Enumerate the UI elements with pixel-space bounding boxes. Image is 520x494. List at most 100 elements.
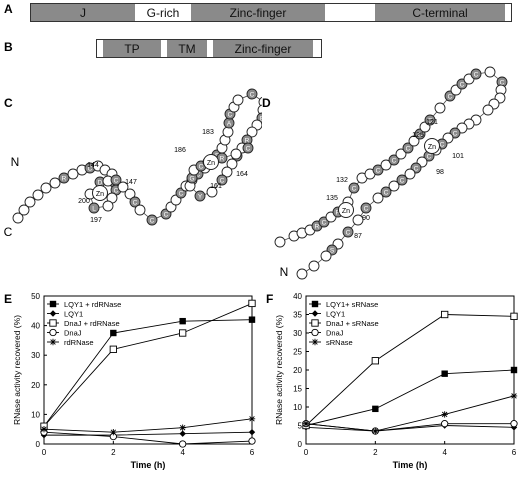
c-bead: [102, 200, 114, 212]
series-4: sRNase: [302, 338, 518, 435]
data-point: [179, 317, 186, 325]
data-point: [179, 329, 187, 337]
c-residue: [58, 172, 70, 184]
c-bead: [32, 189, 44, 201]
d-residue-letter: C: [364, 206, 369, 213]
data-point: [248, 316, 256, 323]
data-point: [441, 370, 448, 377]
data-point: [510, 419, 518, 428]
d-residue-letter: C: [453, 131, 458, 138]
c-bead: [67, 168, 79, 180]
d-residue-letter: C: [474, 72, 479, 79]
domain-c-terminal: C-terminal: [375, 4, 505, 21]
residue-position-d: 87: [354, 233, 362, 240]
data-point: [302, 420, 310, 427]
d-residue: [360, 202, 372, 214]
y-tick-label: 40: [31, 322, 40, 331]
data-point: [311, 338, 319, 346]
d-residue: [348, 182, 360, 194]
c-residue-letter: C: [150, 218, 155, 225]
panel-label-b: B: [4, 40, 13, 54]
data-point: [40, 426, 48, 433]
data-point: [371, 357, 379, 365]
panel-label-e: E: [4, 292, 13, 306]
x-tick-label: 2: [111, 448, 116, 457]
legend-entry: DnaJ + sRNase: [326, 319, 379, 328]
data-point: [372, 427, 379, 435]
legend-entry: DnaJ + rdRNase: [64, 319, 120, 328]
data-point: [179, 430, 186, 437]
panel-label-d: D: [262, 96, 271, 110]
d-residue-letter: C: [352, 186, 357, 193]
c-residue-letter: D: [98, 180, 103, 187]
data-point: [179, 424, 186, 431]
residue-position-c: 164: [236, 171, 248, 178]
d-residue: [388, 154, 400, 166]
c-residue-letter: A: [227, 121, 232, 128]
data-point: [510, 312, 518, 320]
residue-position-d: 90: [362, 215, 370, 222]
c-bead: [134, 204, 146, 216]
data-point: [311, 319, 319, 327]
series-line: [305, 395, 515, 432]
data-point: [49, 328, 57, 337]
c-residue-letter: C: [133, 200, 138, 207]
c-residue-letter: C: [228, 112, 233, 119]
domain-j: J: [31, 4, 135, 21]
residue-position-c: 144: [87, 162, 99, 169]
c-bead: [226, 158, 238, 170]
domain-bar-a: J G-rich Zinc-finger C-terminal: [30, 3, 512, 22]
d-residue-letter: C: [418, 132, 423, 139]
domain-zinc-finger-b: Zinc-finger: [213, 40, 313, 57]
plot-frame: [43, 295, 253, 445]
c-terminus-c: C: [4, 225, 13, 239]
d-residue: [380, 186, 392, 198]
c-bead: [12, 212, 24, 224]
zn-label-d2: Zn: [428, 144, 436, 151]
domain-tm: TM: [167, 40, 207, 57]
d-bead: [352, 214, 364, 226]
c-residue-letter: C: [88, 166, 93, 173]
domain-grich-label: G-rich: [146, 5, 180, 20]
domain-j-label: J: [80, 5, 86, 20]
c-residue: [88, 202, 100, 214]
zn-label-c1: Zn: [96, 191, 104, 198]
panel-label-a: A: [4, 2, 13, 16]
data-point: [248, 437, 256, 445]
c-bead: [246, 126, 258, 138]
zn-atom-d1: [338, 202, 354, 218]
c-residue-letter: G: [189, 176, 194, 183]
data-point: [248, 299, 256, 308]
data-point: [311, 300, 319, 308]
c-bead: [18, 204, 30, 216]
d-bead: [308, 260, 320, 272]
x-tick-label: 6: [512, 448, 517, 457]
d-bead: [484, 66, 496, 78]
y-tick-label: 5: [298, 422, 303, 431]
x-tick-label: 2: [373, 448, 378, 457]
residue-position-d: 98: [436, 169, 444, 176]
residue-position-d: 121: [426, 119, 438, 126]
c-bead: [230, 148, 242, 160]
legend-entry: LQY1 + rdRNase: [64, 300, 121, 309]
d-bead: [274, 236, 286, 248]
c-bead: [124, 188, 136, 200]
data-point: [49, 338, 57, 346]
d-residue-letter: C: [346, 230, 351, 237]
y-tick-label: 35: [293, 311, 302, 320]
c-bead: [221, 166, 233, 178]
d-residue: [372, 164, 384, 176]
legend-entry: rdRNase: [64, 338, 94, 347]
c-residue: [129, 196, 141, 208]
y-tick-label: 25: [293, 348, 302, 357]
c-residue-letter: C: [196, 172, 201, 179]
legend-entry: LQY1: [326, 310, 345, 319]
data-point: [179, 440, 187, 448]
c-bead: [257, 104, 262, 116]
residue-position-d: 125: [412, 132, 424, 139]
x-axis-label: Time (h): [393, 460, 428, 470]
d-backbone: [279, 71, 503, 275]
series-line: [43, 319, 253, 427]
y-tick-label: 10: [31, 410, 40, 419]
c-bead: [117, 181, 129, 193]
